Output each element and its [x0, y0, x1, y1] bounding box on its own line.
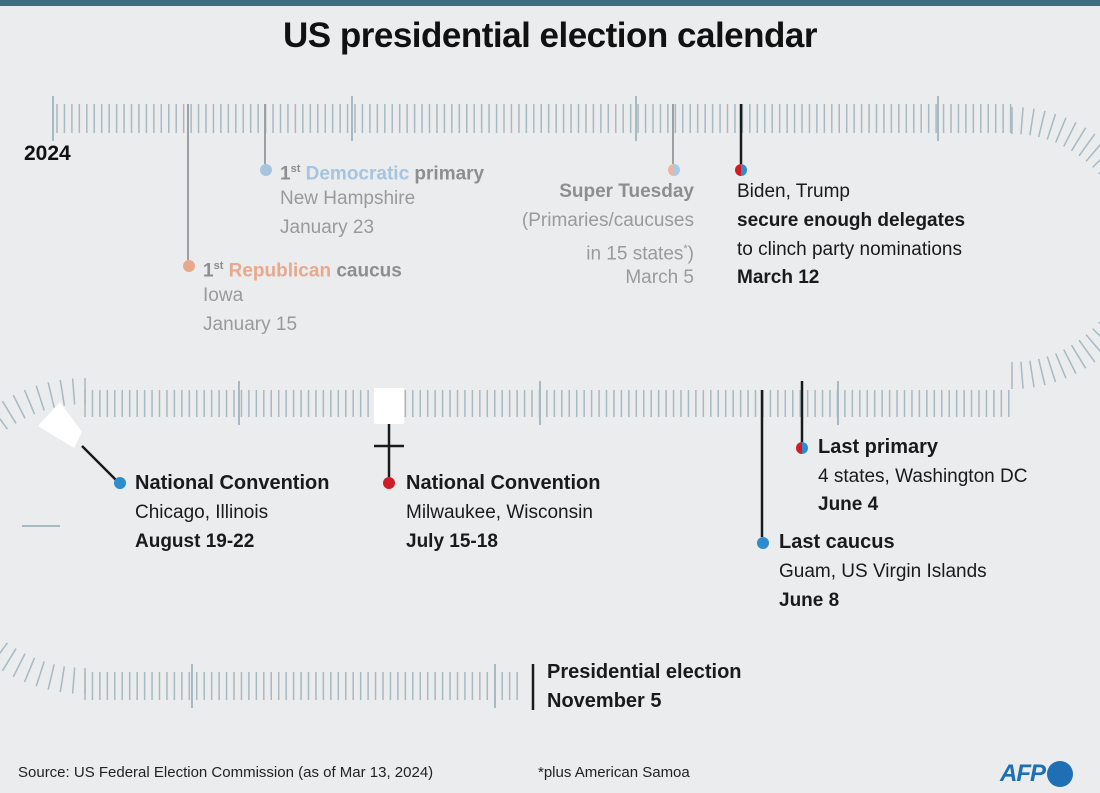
super-tuesday-detail2: in 15 states*): [586, 243, 694, 265]
election-title: Presidential election: [547, 661, 742, 683]
election-date: November 5: [547, 690, 662, 712]
dem-primary-place: New Hampshire: [280, 188, 416, 209]
timeline-curve-tick: [1020, 361, 1024, 389]
last-caucus-place: Guam, US Virgin Islands: [779, 561, 987, 582]
last-caucus-title: Last caucus: [779, 531, 895, 553]
delegates-line3: to clinch party nominations: [737, 239, 962, 260]
timeline-curve-tick: [1, 648, 17, 672]
rep-convention-date: July 15-18: [406, 531, 498, 552]
timeline-curve-tick: [23, 389, 36, 415]
super-tuesday-title: Super Tuesday: [559, 181, 694, 202]
republican-dot: [183, 260, 195, 272]
dem-primary-heading: 1st Democratic primary: [280, 163, 485, 185]
timeline-curve-tick: [23, 657, 36, 683]
super-tuesday-date: March 5: [625, 267, 694, 288]
timeline-curve-tick: [1063, 122, 1077, 147]
timeline-curve-tick: [1, 400, 17, 424]
rep-convention-title: National Convention: [406, 472, 601, 494]
timeline-curve-tick: [1054, 117, 1067, 143]
timeline-curve-tick: [35, 661, 45, 687]
timeline-curve-tick: [1020, 107, 1024, 135]
timeline-curve-tick: [1029, 360, 1035, 388]
timeline-curve-tick: [0, 642, 9, 655]
timeline-curve-tick: [1092, 158, 1100, 168]
last-primary-dot: [796, 442, 808, 454]
rep-convention-dot: [383, 477, 395, 489]
top-accent-bar: [0, 0, 1100, 6]
timeline-curve-tick: [71, 378, 76, 405]
delegates-dot: [735, 164, 747, 176]
timeline-curve-tick: [71, 667, 76, 694]
timeline-curve-tick: [1054, 353, 1067, 379]
timeline-curve-tick: [35, 385, 45, 411]
source-note: Source: US Federal Election Commission (…: [18, 764, 434, 781]
afp-logo: AFP: [1000, 760, 1073, 788]
timeline-curve-tick: [12, 394, 26, 419]
last-primary-date: June 4: [818, 494, 879, 515]
dem-convention-dot: [114, 477, 126, 489]
dem-convention-place: Chicago, Illinois: [135, 502, 269, 523]
timeline-curve-tick: [47, 664, 55, 690]
delegates-line2: secure enough delegates: [737, 210, 966, 231]
super-tuesday-dot: [668, 164, 680, 176]
footnote: *plus American Samoa: [538, 764, 690, 781]
last-primary-place: 4 states, Washington DC: [818, 466, 1028, 487]
timeline-curve-tick: [1070, 344, 1087, 369]
rep-caucus-date: January 15: [203, 314, 298, 335]
timeline-curve-tick: [0, 417, 9, 430]
page-title: US presidential election calendar: [283, 16, 817, 55]
last-caucus-dot: [757, 537, 769, 549]
democratic-dot: [260, 164, 272, 176]
timeline-curve-tick: [1078, 133, 1096, 157]
dem-convention-date: August 19-22: [135, 531, 255, 552]
timeline-curve-tick: [12, 653, 26, 678]
timeline-curve-tick: [1070, 127, 1087, 152]
delegates-date: March 12: [737, 267, 820, 288]
timeline-curve-tick: [1046, 356, 1057, 383]
dem-convention-title: National Convention: [135, 472, 330, 494]
last-caucus-date: June 8: [779, 590, 840, 611]
super-tuesday-detail1: (Primaries/caucuses: [521, 210, 694, 231]
timeline-curve-tick: [1085, 143, 1100, 162]
dem-primary-date: January 23: [280, 217, 375, 238]
rep-convention-span: [374, 388, 404, 424]
timeline-curve-tick: [1046, 113, 1057, 140]
afp-logo-circle: [1047, 761, 1073, 787]
timeline-curve-tick: [59, 666, 66, 693]
rep-caucus-place: Iowa: [203, 285, 244, 306]
timeline-curve-tick: [47, 382, 55, 408]
timeline-curve-tick: [59, 379, 66, 406]
last-primary-title: Last primary: [818, 436, 939, 458]
delegates-line1: Biden, Trump: [737, 181, 850, 202]
timeline-curve-tick: [1092, 328, 1100, 338]
timeline-curve-tick: [1085, 334, 1100, 353]
year-label: 2024: [24, 142, 71, 165]
timeline-curve-tick: [1029, 108, 1035, 136]
timeline-curve-tick: [1037, 110, 1046, 138]
dem-convention-span: [38, 402, 82, 448]
timeline-curve-tick: [1037, 358, 1046, 386]
dem-convention-leader: [81, 445, 117, 481]
rep-caucus-heading: 1st Republican caucus: [203, 260, 402, 282]
rep-convention-place: Milwaukee, Wisconsin: [406, 502, 593, 523]
timeline-curve-tick: [1078, 339, 1096, 363]
timeline-curve-tick: [1063, 349, 1077, 374]
